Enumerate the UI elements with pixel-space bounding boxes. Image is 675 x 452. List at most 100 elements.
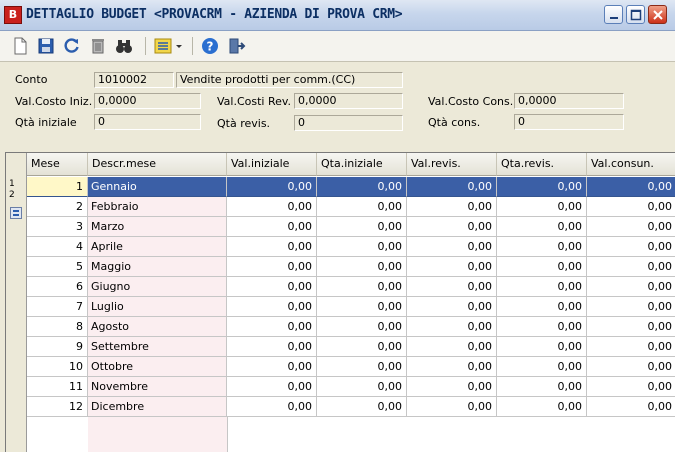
- cell-qta-revis[interactable]: 0,00: [497, 377, 587, 397]
- cell-val-consun[interactable]: 0,00: [587, 197, 675, 217]
- val-costi-rev-field[interactable]: 0,0000: [294, 93, 403, 109]
- cell-qta-iniziale[interactable]: 0,00: [317, 197, 407, 217]
- cell-val-revis[interactable]: 0,00: [407, 397, 497, 417]
- cell-mese[interactable]: 9: [27, 337, 88, 357]
- val-costo-iniz-field[interactable]: 0,0000: [94, 93, 201, 109]
- table-row[interactable]: 3 Marzo 0,00 0,00 0,00 0,00 0,00: [27, 217, 675, 237]
- cell-val-revis[interactable]: 0,00: [407, 297, 497, 317]
- cell-val-iniziale[interactable]: 0,00: [227, 277, 317, 297]
- cell-val-consun[interactable]: 0,00: [587, 377, 675, 397]
- refresh-button[interactable]: [62, 36, 82, 56]
- cell-qta-iniziale[interactable]: 0,00: [317, 237, 407, 257]
- cell-val-consun[interactable]: 0,00: [587, 257, 675, 277]
- cell-qta-iniziale[interactable]: 0,00: [317, 217, 407, 237]
- cell-mese[interactable]: 2: [27, 197, 88, 217]
- cell-val-consun[interactable]: 0,00: [587, 237, 675, 257]
- cell-qta-revis[interactable]: 0,00: [497, 317, 587, 337]
- table-row[interactable]: 4 Aprile 0,00 0,00 0,00 0,00 0,00: [27, 237, 675, 257]
- cell-qta-revis[interactable]: 0,00: [497, 357, 587, 377]
- save-button[interactable]: [36, 36, 56, 56]
- table-row[interactable]: 10 Ottobre 0,00 0,00 0,00 0,00 0,00: [27, 357, 675, 377]
- cell-val-revis[interactable]: 0,00: [407, 357, 497, 377]
- cell-val-revis[interactable]: 0,00: [407, 257, 497, 277]
- cell-val-revis[interactable]: 0,00: [407, 197, 497, 217]
- cell-descr-mese[interactable]: Ottobre: [88, 357, 227, 377]
- cell-val-iniziale[interactable]: 0,00: [227, 217, 317, 237]
- cell-mese[interactable]: 7: [27, 297, 88, 317]
- cell-val-consun[interactable]: 0,00: [587, 217, 675, 237]
- cell-descr-mese[interactable]: Luglio: [88, 297, 227, 317]
- cell-mese[interactable]: 5: [27, 257, 88, 277]
- column-header-mese[interactable]: Mese: [27, 153, 88, 176]
- table-row[interactable]: 5 Maggio 0,00 0,00 0,00 0,00 0,00: [27, 257, 675, 277]
- table-row[interactable]: 8 Agosto 0,00 0,00 0,00 0,00 0,00: [27, 317, 675, 337]
- maximize-button[interactable]: [626, 5, 645, 24]
- cell-val-iniziale[interactable]: 0,00: [227, 197, 317, 217]
- column-header-val-iniziale[interactable]: Val.iniziale: [227, 153, 317, 176]
- cell-mese[interactable]: 10: [27, 357, 88, 377]
- cell-descr-mese[interactable]: Settembre: [88, 337, 227, 357]
- cell-qta-iniziale[interactable]: 0,00: [317, 337, 407, 357]
- cell-mese[interactable]: 12: [27, 397, 88, 417]
- cell-val-revis[interactable]: 0,00: [407, 237, 497, 257]
- cell-val-revis[interactable]: 0,00: [407, 217, 497, 237]
- cell-val-revis[interactable]: 0,00: [407, 377, 497, 397]
- table-row[interactable]: 1 Gennaio 0,00 0,00 0,00 0,00 0,00: [27, 177, 675, 197]
- help-button[interactable]: ?: [200, 36, 220, 56]
- cell-qta-revis[interactable]: 0,00: [497, 277, 587, 297]
- column-header-val-consun[interactable]: Val.consun.: [587, 153, 675, 176]
- cell-qta-revis[interactable]: 0,00: [497, 197, 587, 217]
- cell-mese[interactable]: 11: [27, 377, 88, 397]
- cell-descr-mese[interactable]: Dicembre: [88, 397, 227, 417]
- cell-qta-revis[interactable]: 0,00: [497, 297, 587, 317]
- val-costo-cons-field[interactable]: 0,0000: [514, 93, 624, 109]
- cell-descr-mese[interactable]: Agosto: [88, 317, 227, 337]
- cell-val-consun[interactable]: 0,00: [587, 177, 675, 197]
- cell-mese[interactable]: 8: [27, 317, 88, 337]
- table-row[interactable]: 2 Febbraio 0,00 0,00 0,00 0,00 0,00: [27, 197, 675, 217]
- cell-val-iniziale[interactable]: 0,00: [227, 177, 317, 197]
- cell-descr-mese[interactable]: Aprile: [88, 237, 227, 257]
- column-header-qta-revis[interactable]: Qta.revis.: [497, 153, 587, 176]
- row-selector-column[interactable]: 1 2: [6, 153, 27, 452]
- cell-descr-mese[interactable]: Maggio: [88, 257, 227, 277]
- cell-descr-mese[interactable]: Marzo: [88, 217, 227, 237]
- cell-descr-mese[interactable]: Giugno: [88, 277, 227, 297]
- cell-val-revis[interactable]: 0,00: [407, 337, 497, 357]
- new-button[interactable]: [10, 36, 30, 56]
- view-options-dropdown[interactable]: [152, 36, 186, 56]
- cell-val-consun[interactable]: 0,00: [587, 277, 675, 297]
- cell-qta-revis[interactable]: 0,00: [497, 217, 587, 237]
- column-header-val-revis[interactable]: Val.revis.: [407, 153, 497, 176]
- minimize-button[interactable]: [604, 5, 623, 24]
- cell-descr-mese[interactable]: Febbraio: [88, 197, 227, 217]
- cell-qta-iniziale[interactable]: 0,00: [317, 397, 407, 417]
- conto-description-field[interactable]: Vendite prodotti per comm.(CC): [176, 72, 403, 88]
- search-button[interactable]: [114, 36, 134, 56]
- cell-val-revis[interactable]: 0,00: [407, 177, 497, 197]
- cell-val-consun[interactable]: 0,00: [587, 397, 675, 417]
- cell-val-iniziale[interactable]: 0,00: [227, 297, 317, 317]
- cell-val-iniziale[interactable]: 0,00: [227, 337, 317, 357]
- cell-val-consun[interactable]: 0,00: [587, 337, 675, 357]
- cell-qta-iniziale[interactable]: 0,00: [317, 257, 407, 277]
- cell-mese[interactable]: 4: [27, 237, 88, 257]
- cell-qta-iniziale[interactable]: 0,00: [317, 317, 407, 337]
- cell-val-iniziale[interactable]: 0,00: [227, 377, 317, 397]
- cell-qta-iniziale[interactable]: 0,00: [317, 297, 407, 317]
- column-header-qta-iniziale[interactable]: Qta.iniziale: [317, 153, 407, 176]
- cell-mese[interactable]: 1: [27, 177, 88, 197]
- table-row[interactable]: 9 Settembre 0,00 0,00 0,00 0,00 0,00: [27, 337, 675, 357]
- table-row[interactable]: 7 Luglio 0,00 0,00 0,00 0,00 0,00: [27, 297, 675, 317]
- table-row[interactable]: 12 Dicembre 0,00 0,00 0,00 0,00 0,00: [27, 397, 675, 417]
- conto-code-field[interactable]: 1010002: [94, 72, 174, 88]
- delete-button[interactable]: [88, 36, 108, 56]
- cell-val-consun[interactable]: 0,00: [587, 357, 675, 377]
- cell-qta-revis[interactable]: 0,00: [497, 257, 587, 277]
- cell-val-iniziale[interactable]: 0,00: [227, 237, 317, 257]
- cell-val-iniziale[interactable]: 0,00: [227, 317, 317, 337]
- budget-grid[interactable]: 1 2 Mese Descr.mese Val.iniziale Qta.ini…: [5, 152, 675, 452]
- qta-revis-field[interactable]: 0: [294, 115, 403, 131]
- row-indicator-icon[interactable]: [10, 207, 22, 219]
- cell-qta-iniziale[interactable]: 0,00: [317, 177, 407, 197]
